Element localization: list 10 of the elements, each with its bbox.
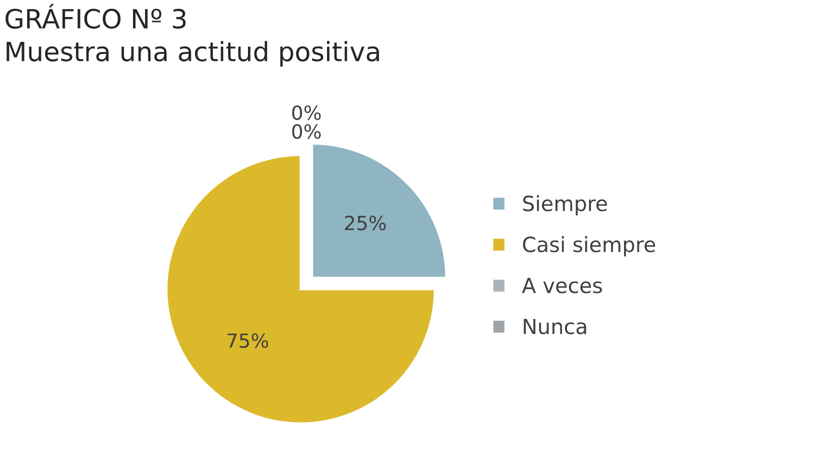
legend-label: A veces — [522, 278, 602, 294]
legend-label: Nunca — [524, 318, 586, 334]
legend-label: Siempre — [523, 195, 607, 216]
text: 0% — [292, 124, 321, 139]
chart-subtitle: Muestra una actitud positiva — [6, 41, 379, 67]
data-label: 25% — [345, 216, 386, 230]
data-label: 75% — [228, 333, 268, 348]
legend-label: Casi siempre — [522, 236, 656, 256]
chart-title: GRÁFICO Nº 3 — [6, 4, 186, 29]
text: 0% — [292, 105, 321, 120]
